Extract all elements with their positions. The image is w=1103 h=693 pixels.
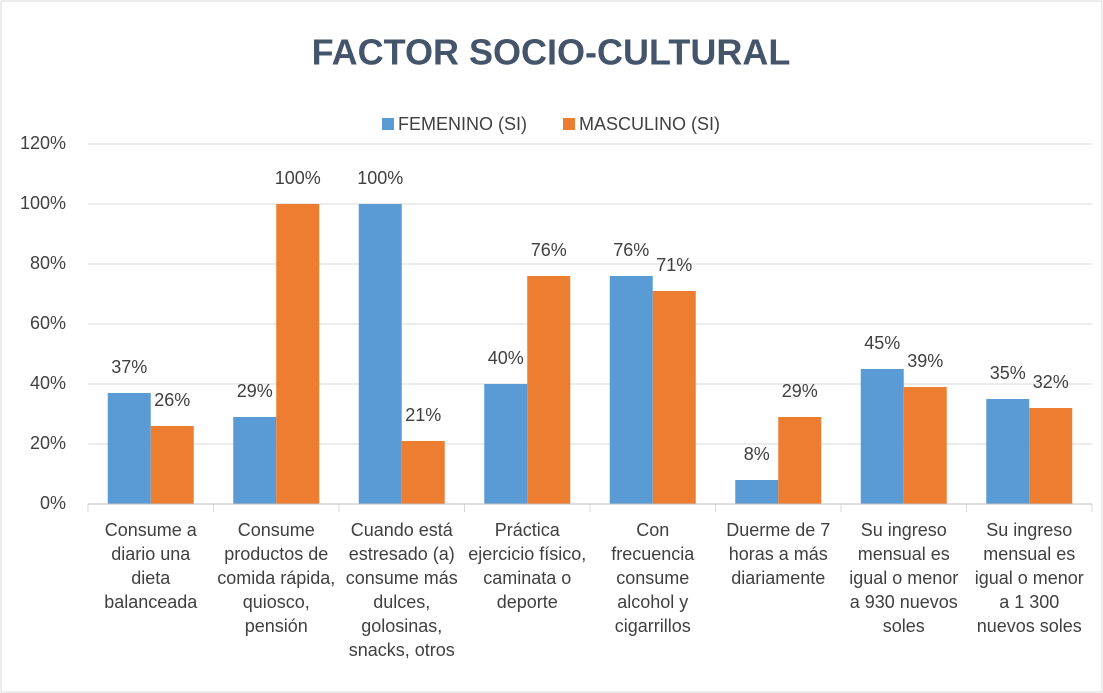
- y-tick-label: 20%: [30, 433, 66, 453]
- bar: [903, 387, 947, 504]
- x-tick-label: Práctica ejercicio físico, caminata o de…: [468, 520, 587, 612]
- data-label: 21%: [405, 405, 441, 425]
- x-tick-label: Consume productos de comida rápida, quio…: [217, 520, 336, 636]
- x-tick-label: Cuando está estresado (a) consume más du…: [345, 520, 458, 660]
- data-label: 35%: [990, 363, 1026, 383]
- y-tick-label: 80%: [30, 253, 66, 273]
- data-label: 32%: [1033, 372, 1069, 392]
- bar: [276, 204, 320, 504]
- data-label: 26%: [154, 390, 190, 410]
- bar: [1029, 408, 1073, 504]
- bar: [233, 417, 277, 504]
- data-label: 29%: [782, 381, 818, 401]
- y-tick-label: 120%: [20, 133, 66, 153]
- data-label: 40%: [488, 348, 524, 368]
- x-tick-label: Su ingreso mensual es igual o menor a 1 …: [974, 520, 1084, 636]
- data-label: 8%: [744, 444, 770, 464]
- y-tick-label: 40%: [30, 373, 66, 393]
- legend-swatch: [381, 118, 394, 130]
- data-label: 100%: [275, 168, 321, 188]
- bar: [358, 204, 402, 504]
- legend-swatch: [562, 118, 575, 130]
- data-label: 45%: [864, 333, 900, 353]
- bar: [107, 393, 151, 504]
- bar: [986, 399, 1030, 504]
- data-label: 29%: [237, 381, 273, 401]
- bar: [778, 417, 822, 504]
- bar: [527, 276, 571, 504]
- data-label: 37%: [111, 357, 147, 377]
- data-label: 100%: [357, 168, 403, 188]
- bar: [860, 369, 904, 504]
- y-tick-label: 100%: [20, 193, 66, 213]
- bar: [652, 291, 696, 504]
- y-tick-label: 0%: [40, 493, 66, 513]
- legend-label: FEMENINO (SI): [398, 114, 527, 134]
- legend-label: MASCULINO (SI): [579, 114, 720, 134]
- data-label: 76%: [613, 240, 649, 260]
- bar: [401, 441, 445, 504]
- y-tick-label: 60%: [30, 313, 66, 333]
- data-label: 71%: [656, 255, 692, 275]
- data-label: 76%: [531, 240, 567, 260]
- bar: [150, 426, 194, 504]
- bar: [484, 384, 528, 504]
- x-tick-label: Su ingreso mensual es igual o menor a 93…: [849, 520, 959, 636]
- bar: [735, 480, 779, 504]
- bar: [609, 276, 653, 504]
- x-tick-label: Consume a diario una dieta balanceada: [104, 520, 198, 612]
- x-tick-label: Duerme de 7 horas a más diariamente: [726, 520, 831, 588]
- data-label: 39%: [907, 351, 943, 371]
- chart-title: FACTOR SOCIO-CULTURAL: [312, 32, 791, 73]
- x-tick-label: Con frecuencia consume alcohol y cigarri…: [611, 520, 695, 636]
